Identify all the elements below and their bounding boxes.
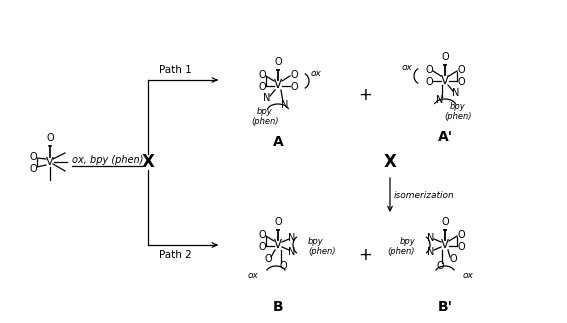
Text: N: N xyxy=(452,88,460,98)
Text: O: O xyxy=(457,242,465,252)
Text: O: O xyxy=(290,82,298,92)
Text: O: O xyxy=(441,217,449,227)
Text: isomerization: isomerization xyxy=(394,191,455,200)
Text: V: V xyxy=(441,74,449,87)
Text: X: X xyxy=(383,153,396,171)
Text: X: X xyxy=(142,153,154,171)
Text: O: O xyxy=(258,242,266,252)
Text: bpy
(phen): bpy (phen) xyxy=(387,237,415,256)
Text: bpy
(phen): bpy (phen) xyxy=(445,102,472,121)
Text: V: V xyxy=(274,78,282,91)
Text: O: O xyxy=(258,70,266,80)
Text: V: V xyxy=(441,238,449,252)
Text: B: B xyxy=(273,300,284,314)
Text: bpy
(phen): bpy (phen) xyxy=(308,237,336,256)
Text: O: O xyxy=(264,254,272,264)
Text: Path 1: Path 1 xyxy=(159,65,192,75)
Text: Path 2: Path 2 xyxy=(159,250,192,260)
Text: N: N xyxy=(437,95,444,105)
Text: N: N xyxy=(428,233,435,243)
Text: +: + xyxy=(358,86,372,104)
Text: N: N xyxy=(263,93,270,103)
Text: A': A' xyxy=(437,130,452,144)
Text: N: N xyxy=(428,247,435,257)
Text: O: O xyxy=(279,261,287,271)
Text: ox: ox xyxy=(247,270,258,279)
Text: A: A xyxy=(273,135,284,149)
Text: +: + xyxy=(358,246,372,264)
Text: O: O xyxy=(457,77,465,87)
Text: O: O xyxy=(441,52,449,62)
Text: N: N xyxy=(288,233,295,243)
Text: ox: ox xyxy=(463,270,474,279)
Text: O: O xyxy=(449,254,457,264)
Text: N: N xyxy=(281,100,289,110)
Text: O: O xyxy=(274,217,282,227)
Text: ox: ox xyxy=(401,64,412,72)
Text: O: O xyxy=(29,164,37,174)
Text: O: O xyxy=(457,65,465,75)
Text: O: O xyxy=(436,261,444,271)
Text: O: O xyxy=(258,82,266,92)
Text: V: V xyxy=(46,157,54,167)
Text: O: O xyxy=(258,230,266,240)
Text: V: V xyxy=(274,238,282,252)
Text: B': B' xyxy=(438,300,452,314)
Text: bpy
(phen): bpy (phen) xyxy=(251,107,279,126)
Text: O: O xyxy=(274,57,282,67)
Text: N: N xyxy=(288,247,295,257)
Text: O: O xyxy=(457,230,465,240)
Text: ox, bpy (phen): ox, bpy (phen) xyxy=(72,155,143,165)
Text: O: O xyxy=(290,70,298,80)
Text: O: O xyxy=(46,133,54,143)
Text: ox: ox xyxy=(311,68,322,78)
Text: O: O xyxy=(425,65,433,75)
Text: O: O xyxy=(425,77,433,87)
Text: O: O xyxy=(29,152,37,162)
